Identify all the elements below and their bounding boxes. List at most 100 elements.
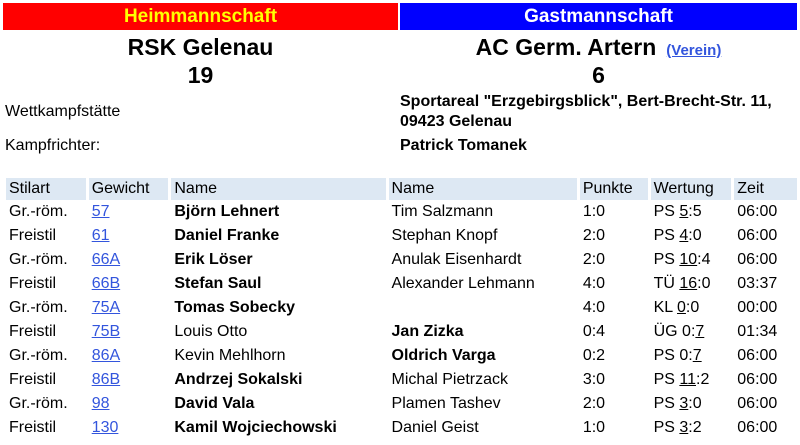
table-row: Freistil 130 Kamil Wojciechowski Daniel Gei… bbox=[6, 416, 797, 440]
weight-class-link[interactable]: 75B bbox=[91, 323, 121, 340]
guest-wrestler: Oldrich Varga bbox=[391, 347, 496, 364]
col-home-name: Name bbox=[171, 178, 386, 200]
weight-class-link[interactable]: 75A bbox=[91, 299, 121, 316]
guest-wrestler: Tim Salzmann bbox=[391, 203, 494, 220]
wertung: PS 3:0 bbox=[653, 395, 702, 412]
guest-score: 6 bbox=[592, 62, 605, 88]
col-zeit: Zeit bbox=[734, 178, 797, 200]
stilart: Freistil bbox=[9, 275, 57, 292]
stilart: Gr.-röm. bbox=[9, 395, 68, 412]
home-wrestler: Daniel Franke bbox=[174, 227, 280, 244]
table-row: Gr.-röm. 75A Tomas Sobecky 4:0 KL 0:0 00:00 bbox=[6, 296, 797, 320]
weight-class-link[interactable]: 86B bbox=[91, 371, 121, 388]
bouts-table: Stilart Gewicht Name Name Punkte Wertung… bbox=[3, 178, 800, 440]
wertung: PS 4:0 bbox=[653, 227, 702, 244]
home-wrestler: Tomas Sobecky bbox=[174, 299, 295, 316]
punkte: 2:0 bbox=[582, 395, 606, 412]
verein-link[interactable]: (Verein) bbox=[666, 42, 722, 59]
punkte: 1:0 bbox=[582, 419, 606, 436]
stilart: Freistil bbox=[9, 227, 57, 244]
home-wrestler: Andrzej Sokalski bbox=[174, 371, 303, 388]
stilart: Gr.-röm. bbox=[9, 347, 68, 364]
home-wrestler: Kamil Wojciechowski bbox=[174, 419, 337, 436]
referee-value: Patrick Tomanek bbox=[400, 137, 527, 154]
zeit: 06:00 bbox=[737, 395, 778, 412]
wertung: TÜ 16:0 bbox=[653, 275, 711, 292]
zeit: 03:37 bbox=[737, 275, 778, 292]
weight-class-link[interactable]: 86A bbox=[91, 347, 121, 364]
stilart: Freistil bbox=[9, 419, 57, 436]
col-stilart: Stilart bbox=[6, 178, 86, 200]
gewicht-cell: 61 bbox=[89, 224, 169, 248]
zeit: 06:00 bbox=[737, 371, 778, 388]
venue-label: Wettkampfstätte bbox=[5, 103, 121, 120]
wertung: PS 11:2 bbox=[653, 371, 710, 388]
zeit: 00:00 bbox=[737, 299, 778, 316]
col-wertung: Wertung bbox=[650, 178, 732, 200]
gewicht-cell: 75B bbox=[89, 320, 169, 344]
zeit: 06:00 bbox=[737, 227, 778, 244]
weight-class-link[interactable]: 57 bbox=[91, 203, 110, 220]
wertung: PS 0:7 bbox=[653, 347, 702, 364]
wertung: PS 5:5 bbox=[653, 203, 702, 220]
table-row: Gr.-röm. 57 Björn Lehnert Tim Salzmann 1:0 PS… bbox=[6, 200, 797, 224]
gewicht-cell: 57 bbox=[89, 200, 169, 224]
punkte: 2:0 bbox=[582, 251, 606, 268]
weight-class-link[interactable]: 66B bbox=[91, 275, 121, 292]
home-wrestler: Erik Löser bbox=[174, 251, 253, 268]
home-team-name: RSK Gelenau bbox=[127, 34, 274, 60]
home-team-header: Heimmannschaft bbox=[3, 3, 398, 30]
venue-line2: 09423 Gelenau bbox=[400, 113, 513, 130]
zeit: 01:34 bbox=[737, 323, 778, 340]
home-wrestler: Stefan Saul bbox=[174, 275, 262, 292]
col-punkte: Punkte bbox=[579, 178, 648, 200]
gewicht-cell: 86A bbox=[89, 344, 169, 368]
table-row: Freistil 61 Daniel Franke Stephan Knopf 2:0 P… bbox=[6, 224, 797, 248]
table-row: Freistil 66B Stefan Saul Alexander Lehmann 4… bbox=[6, 272, 797, 296]
weight-class-link[interactable]: 130 bbox=[91, 419, 119, 436]
guest-wrestler: Jan Zizka bbox=[391, 323, 464, 340]
guest-wrestler: Anulak Eisenhardt bbox=[391, 251, 522, 268]
gewicht-cell: 130 bbox=[89, 416, 169, 440]
weight-class-link[interactable]: 98 bbox=[91, 395, 110, 412]
venue-value: Sportareal "Erzgebirgsblick", Bert-Brech… bbox=[400, 92, 772, 132]
gewicht-cell: 66B bbox=[89, 272, 169, 296]
stilart: Gr.-röm. bbox=[9, 299, 68, 316]
referee-label: Kampfrichter: bbox=[5, 137, 101, 154]
guest-wrestler: Alexander Lehmann bbox=[391, 275, 535, 292]
gewicht-cell: 98 bbox=[89, 392, 169, 416]
gewicht-cell: 66A bbox=[89, 248, 169, 272]
wertung: PS 3:2 bbox=[653, 419, 702, 436]
guest-wrestler bbox=[389, 296, 577, 320]
guest-team-header: Gastmannschaft bbox=[400, 3, 797, 30]
table-row: Gr.-röm. 86A Kevin Mehlhorn Oldrich Varga 0:… bbox=[6, 344, 797, 368]
table-row: Freistil 86B Andrzej Sokalski Michal Pietrz… bbox=[6, 368, 797, 392]
stilart: Gr.-röm. bbox=[9, 251, 68, 268]
wertung: PS 10:4 bbox=[653, 251, 711, 268]
punkte: 4:0 bbox=[582, 275, 606, 292]
weight-class-link[interactable]: 61 bbox=[91, 227, 110, 244]
guest-wrestler: Daniel Geist bbox=[391, 419, 479, 436]
weight-class-link[interactable]: 66A bbox=[91, 251, 121, 268]
table-row: Freistil 75B Louis Otto Jan Zizka 0:4 ÜG 0:7 0… bbox=[6, 320, 797, 344]
guest-team-row: AC Germ. Artern (Verein) bbox=[400, 34, 797, 61]
table-row: Gr.-röm. 66A Erik Löser Anulak Eisenhardt 2:… bbox=[6, 248, 797, 272]
col-gewicht: Gewicht bbox=[88, 178, 169, 200]
guest-wrestler: Michal Pietrzack bbox=[391, 371, 509, 388]
home-wrestler: Louis Otto bbox=[174, 323, 248, 340]
punkte: 3:0 bbox=[582, 371, 606, 388]
zeit: 06:00 bbox=[737, 419, 778, 436]
punkte: 1:0 bbox=[582, 203, 606, 220]
punkte: 2:0 bbox=[582, 227, 606, 244]
zeit: 06:00 bbox=[737, 347, 778, 364]
table-row: Gr.-röm. 98 David Vala Plamen Tashev 2:0 PS 3… bbox=[6, 392, 797, 416]
col-guest-name: Name bbox=[388, 178, 577, 200]
stilart: Gr.-röm. bbox=[9, 203, 68, 220]
home-wrestler: Kevin Mehlhorn bbox=[174, 347, 286, 364]
venue-line1: Sportareal "Erzgebirgsblick", Bert-Brech… bbox=[400, 93, 772, 110]
guest-wrestler: Stephan Knopf bbox=[391, 227, 498, 244]
gewicht-cell: 75A bbox=[89, 296, 169, 320]
zeit: 06:00 bbox=[737, 251, 778, 268]
wertung: ÜG 0:7 bbox=[653, 323, 705, 340]
wertung: KL 0:0 bbox=[653, 299, 700, 316]
